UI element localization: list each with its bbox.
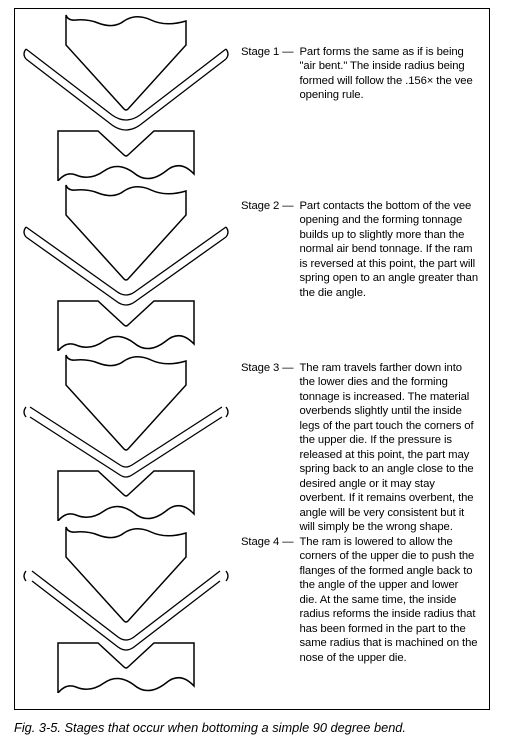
stage-description: Part forms the same as if is being "air … <box>299 45 479 103</box>
stage-text: Stage 4 — The ram is lowered to allow the… <box>237 535 489 665</box>
stage-row: Stage 1 — Part forms the same as if is be… <box>15 11 489 181</box>
stage-label: Stage 3 — <box>241 361 293 375</box>
bend-diagram-icon <box>15 181 237 351</box>
bend-diagram-icon <box>15 11 237 181</box>
stage-label: Stage 2 — <box>241 199 293 213</box>
stage-description: Part contacts the bottom of the vee open… <box>299 199 479 300</box>
bend-diagram-icon <box>15 351 237 521</box>
stage-description: The ram travels farther down into the lo… <box>299 361 479 534</box>
stage-label: Stage 1 — <box>241 45 293 59</box>
stage-row: Stage 3 — The ram travels farther down in… <box>15 351 489 534</box>
stage-text: Stage 2 — Part contacts the bottom of the… <box>237 199 489 300</box>
caption-label: Fig. 3-5. <box>14 720 61 735</box>
stage-row: Stage 4 — The ram is lowered to allow the… <box>15 523 489 693</box>
stage-text: Stage 3 — The ram travels farther down in… <box>237 361 489 534</box>
stage-row: Stage 2 — Part contacts the bottom of the… <box>15 181 489 351</box>
caption-text: Stages that occur when bottoming a simpl… <box>65 720 406 735</box>
figure-frame: Stage 1 — Part forms the same as if is be… <box>14 8 490 710</box>
bend-diagram-icon <box>15 523 237 693</box>
stage-text: Stage 1 — Part forms the same as if is be… <box>237 45 489 103</box>
stage-label: Stage 4 — <box>241 535 293 549</box>
figure-caption: Fig. 3-5. Stages that occur when bottomi… <box>14 720 406 735</box>
stage-description: The ram is lowered to allow the corners … <box>299 535 479 665</box>
